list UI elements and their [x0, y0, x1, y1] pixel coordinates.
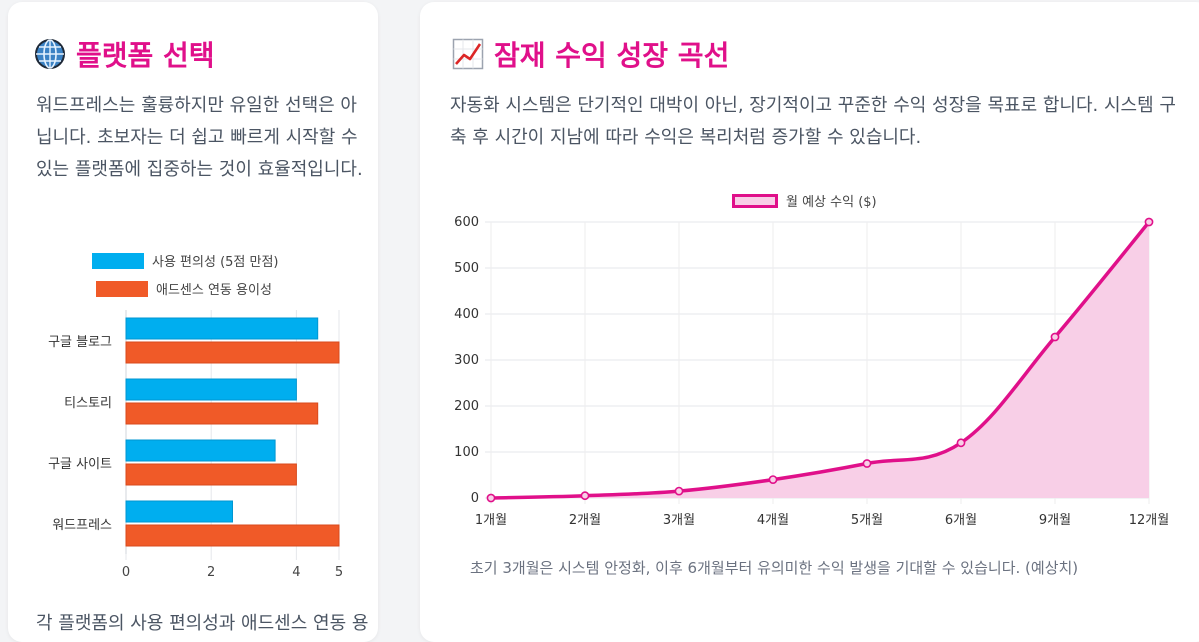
bar-adsense [125, 524, 340, 547]
category-label: 구글 블로그 [48, 335, 112, 350]
x-tick-label: 2 [207, 565, 215, 580]
legend-label-revenue: 월 예상 수익 ($) [786, 195, 877, 210]
growth-description: 자동화 시스템은 단기적인 대박이 아닌, 장기적이고 꾸준한 수익 성장을 목… [450, 95, 1176, 148]
bar-adsense [125, 341, 340, 364]
x-tick-label: 5 [335, 565, 343, 580]
legend-item-usability[interactable]: 사용 편의성 (5점 만점) [92, 251, 279, 270]
growth-note: 초기 3개월은 시스템 안정화, 이후 6개월부터 유의미한 수익 발생을 기대… [470, 559, 1079, 577]
platform-title-text: 플랫폼 선택 [76, 39, 215, 72]
legend-swatch-usability [92, 252, 144, 269]
x-tick-label: 4 [292, 565, 300, 580]
bar-usability [125, 439, 276, 462]
legend-swatch-revenue [732, 193, 778, 208]
legend-item-revenue[interactable]: 월 예상 수익 ($) [732, 191, 877, 210]
revenue-point [956, 438, 966, 448]
revenue-point [862, 459, 872, 468]
growth-title-text: 잠재 수익 성장 곡선 [494, 39, 730, 72]
revenue-point [486, 493, 496, 503]
y-tick-label: 0 [471, 491, 479, 506]
platform-description: 워드프레스는 훌륭하지만 유일한 선택은 아닙니다. 초보자는 더 쉽고 빠르게… [36, 95, 363, 180]
globe-icon [34, 38, 66, 70]
bar-usability [125, 317, 319, 340]
x-tick-label: 0 [122, 565, 130, 580]
growth-card: 잠재 수익 성장 곡선 자동화 시스템은 단기적인 대박이 아닌, 장기적이고 … [420, 2, 1199, 642]
legend-label-usability: 사용 편의성 (5점 만점) [152, 255, 279, 270]
revenue-point [768, 475, 778, 484]
x-tick-label: 9개월 [1039, 513, 1071, 528]
category-label: 구글 사이트 [48, 457, 112, 472]
bar-usability [125, 378, 297, 401]
bar-adsense [125, 402, 319, 425]
platform-title: 플랫폼 선택 [34, 34, 215, 74]
bar-usability [125, 500, 233, 523]
x-tick-label: 6개월 [945, 513, 977, 528]
x-tick-label: 12개월 [1129, 513, 1169, 528]
platform-footer-text: 각 플랫폼의 사용 편의성과 애드센스 연동 용 [36, 613, 369, 634]
y-tick-label: 600 [454, 215, 479, 230]
platform-card: 플랫폼 선택 워드프레스는 훌륭하지만 유일한 선택은 아닙니다. 초보자는 더… [8, 2, 378, 642]
legend-swatch-adsense [96, 280, 148, 297]
growth-title: 잠재 수익 성장 곡선 [452, 34, 729, 74]
category-label: 워드프레스 [52, 518, 112, 533]
y-tick-label: 200 [454, 399, 479, 414]
revenue-area [491, 222, 1149, 498]
bar-adsense [125, 463, 297, 486]
chart-increasing-icon [452, 38, 484, 70]
y-tick-label: 100 [454, 445, 479, 460]
y-tick-label: 500 [454, 261, 479, 276]
revenue-point [1144, 217, 1154, 227]
revenue-point [580, 491, 590, 501]
x-tick-label: 4개월 [757, 513, 789, 528]
y-tick-label: 400 [454, 307, 479, 322]
x-tick-label: 5개월 [851, 513, 883, 528]
category-label: 티스토리 [64, 396, 112, 411]
revenue-line-chart: 0 100 200 300 400 500 600 1개월 2개월 3개월 4개월 5개월 6개월 9개월… [454, 215, 1169, 528]
revenue-point [674, 486, 684, 496]
x-tick-label: 3개월 [663, 513, 695, 528]
legend-label-adsense: 애드센스 연동 용이성 [156, 283, 272, 298]
x-tick-label: 2개월 [569, 513, 601, 528]
y-tick-label: 300 [454, 353, 479, 368]
legend-item-adsense[interactable]: 애드센스 연동 용이성 [96, 279, 272, 298]
x-tick-label: 1개월 [475, 513, 507, 528]
revenue-point [1050, 332, 1060, 342]
